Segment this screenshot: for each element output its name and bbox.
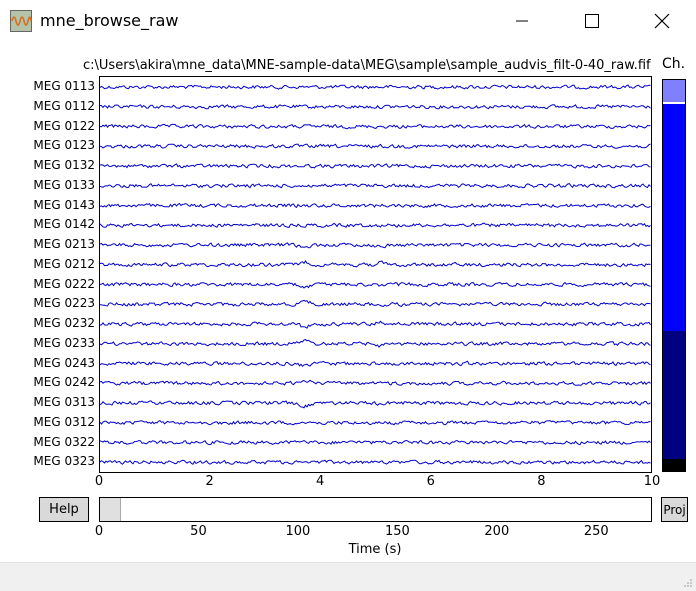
channel-label[interactable]: MEG 0122 xyxy=(33,118,95,133)
channel-label[interactable]: MEG 0132 xyxy=(33,158,95,172)
x-tick-label: 4 xyxy=(316,474,325,489)
close-icon xyxy=(654,13,670,29)
channel-trace[interactable] xyxy=(100,299,651,307)
trace-canvas[interactable] xyxy=(100,77,651,472)
channel-trace[interactable] xyxy=(100,320,651,329)
channel-bar-segment-selected-top[interactable] xyxy=(663,80,685,102)
channel-bar-segment-grad[interactable] xyxy=(663,104,685,331)
channel-scrollbar[interactable] xyxy=(662,79,686,472)
time-tick-label: 0 xyxy=(94,524,104,539)
data-plot[interactable] xyxy=(99,76,652,473)
time-tick-label: 150 xyxy=(384,524,410,539)
channel-bar-segment-other[interactable] xyxy=(663,459,685,471)
channel-label[interactable]: MEG 0133 xyxy=(33,177,95,192)
status-bar xyxy=(0,562,696,591)
minimize-button[interactable] xyxy=(502,6,542,36)
channel-trace[interactable] xyxy=(100,163,651,169)
channel-bar-segment-mag[interactable] xyxy=(663,331,685,459)
channel-label[interactable]: MEG 0223 xyxy=(33,296,95,311)
x-axis-label: Time (s) xyxy=(348,542,402,557)
window-title: mne_browse_raw xyxy=(40,11,179,30)
channel-label[interactable]: MEG 0233 xyxy=(33,335,95,350)
app-icon xyxy=(10,10,32,32)
channel-trace[interactable] xyxy=(100,439,651,446)
channel-trace[interactable] xyxy=(100,183,651,189)
channel-trace[interactable] xyxy=(100,339,651,348)
time-tick-label: 100 xyxy=(285,524,311,539)
channel-trace[interactable] xyxy=(100,84,651,90)
channel-trace[interactable] xyxy=(100,222,651,228)
channel-label[interactable]: MEG 0313 xyxy=(33,395,95,409)
channel-trace[interactable] xyxy=(100,281,651,289)
figure-title: c:\Users\akira\mne_data\MNE-sample-data\… xyxy=(83,58,651,73)
proj-button[interactable]: Proj xyxy=(661,497,688,522)
x-tick-label: 10 xyxy=(643,474,661,489)
channel-label[interactable]: MEG 0242 xyxy=(33,375,95,390)
channel-trace[interactable] xyxy=(100,104,651,110)
x-tick-label: 8 xyxy=(537,474,546,489)
close-button[interactable] xyxy=(642,6,682,36)
channel-label[interactable]: MEG 0213 xyxy=(33,237,95,251)
x-tick-label: 6 xyxy=(426,474,435,489)
time-window-indicator[interactable] xyxy=(100,498,121,521)
time-tick-label: 250 xyxy=(583,524,609,539)
maximize-button[interactable] xyxy=(572,6,612,36)
x-tick-label: 0 xyxy=(94,474,104,489)
channel-trace[interactable] xyxy=(100,459,651,465)
channel-label[interactable]: MEG 0123 xyxy=(33,138,95,153)
time-tick-label: 200 xyxy=(484,524,510,539)
channel-label[interactable]: MEG 0312 xyxy=(33,414,95,429)
channel-bar-label: Ch. xyxy=(662,56,686,72)
channel-label[interactable]: MEG 0212 xyxy=(33,256,95,271)
maximize-icon xyxy=(585,14,599,28)
channel-label[interactable]: MEG 0323 xyxy=(33,454,95,469)
channel-label[interactable]: MEG 0142 xyxy=(33,217,95,232)
channel-label[interactable]: MEG 0143 xyxy=(33,197,95,212)
resize-grip-icon[interactable] xyxy=(683,578,693,588)
time-scrollbar[interactable] xyxy=(99,497,652,522)
x-tick-label: 2 xyxy=(205,474,214,489)
time-tick-label: 50 xyxy=(190,524,207,539)
channel-trace[interactable] xyxy=(100,259,651,268)
channel-label[interactable]: MEG 0322 xyxy=(33,434,95,449)
minimize-icon xyxy=(516,20,528,22)
channel-trace[interactable] xyxy=(100,379,651,386)
channel-label[interactable]: MEG 0232 xyxy=(33,316,95,330)
channel-label[interactable]: MEG 0112 xyxy=(33,98,95,113)
channel-trace[interactable] xyxy=(100,123,651,130)
channel-label[interactable]: MEG 0243 xyxy=(33,355,95,370)
channel-trace[interactable] xyxy=(100,420,651,426)
channel-label[interactable]: MEG 0113 xyxy=(33,79,95,93)
channel-label[interactable]: MEG 0222 xyxy=(33,276,95,291)
channel-trace[interactable] xyxy=(100,400,651,409)
channel-trace[interactable] xyxy=(100,242,651,249)
title-bar: mne_browse_raw xyxy=(0,0,696,42)
channel-trace[interactable] xyxy=(100,202,651,209)
channel-trace[interactable] xyxy=(100,360,651,368)
help-button[interactable]: Help xyxy=(39,497,89,522)
channel-trace[interactable] xyxy=(100,143,651,149)
